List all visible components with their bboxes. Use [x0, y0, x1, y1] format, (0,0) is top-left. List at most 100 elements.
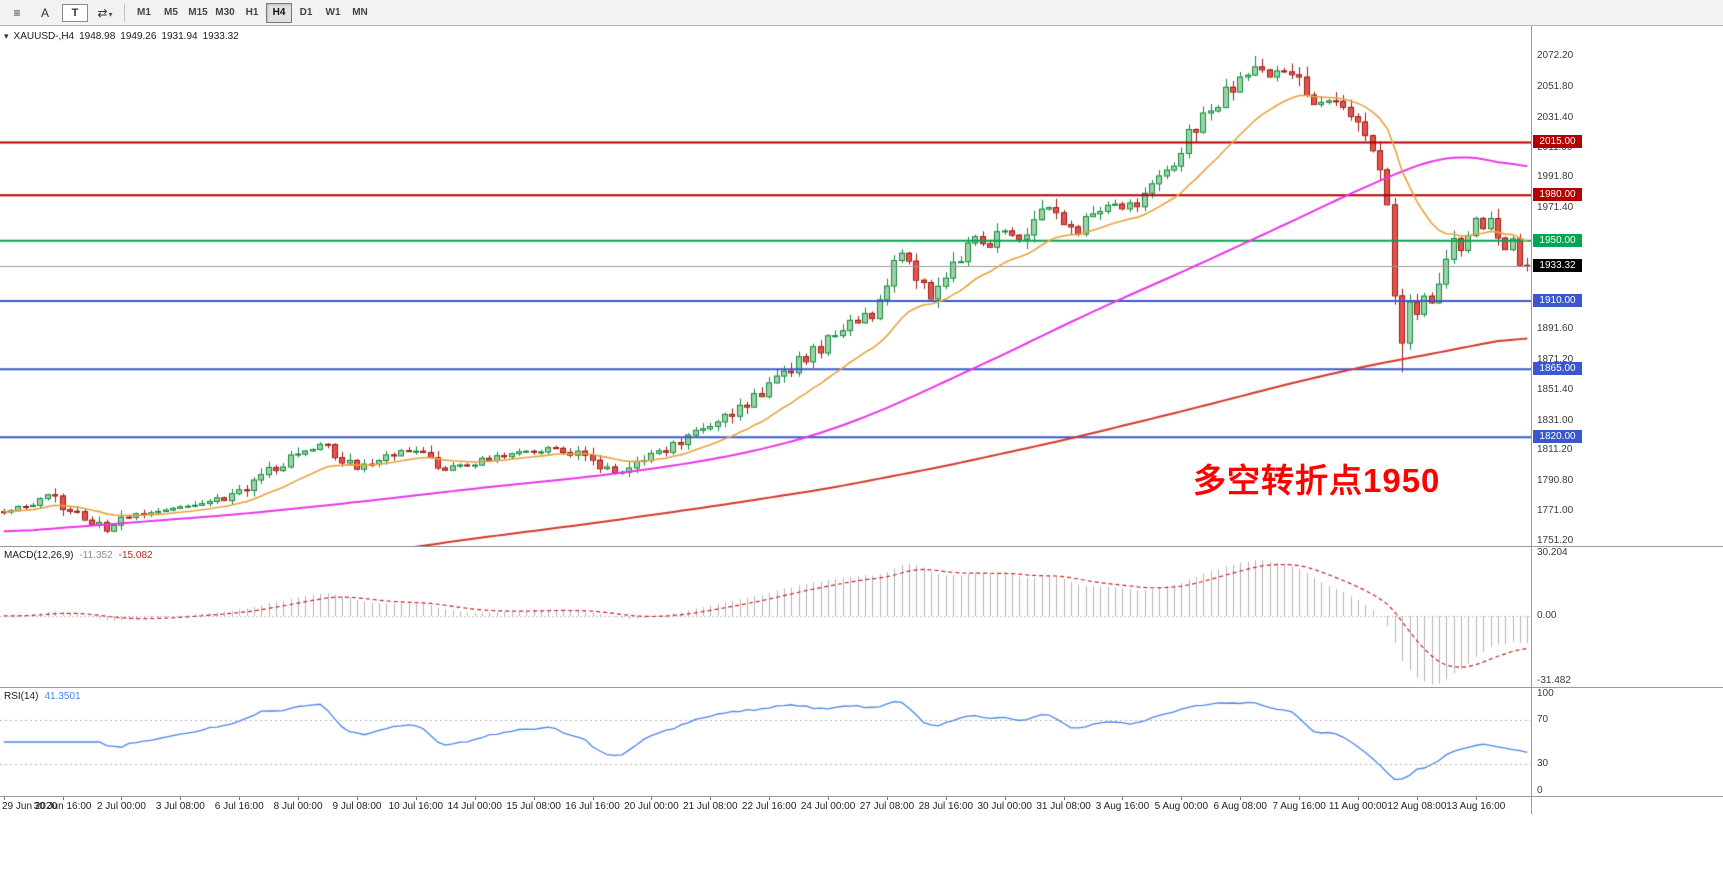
- hline-price-tag: 1820.00: [1533, 430, 1582, 444]
- timeframe-button-h1[interactable]: H1: [245, 6, 259, 18]
- timeframe-button-group: M1 M5 M15 M30 H1 H4 D1 W1 MN: [131, 2, 373, 23]
- time-tick-mark: [651, 797, 652, 800]
- time-tick-mark: [887, 797, 888, 800]
- time-tick-mark: [1358, 797, 1359, 800]
- tool-icon-group: ≡ A T ⇄▾: [4, 2, 118, 24]
- time-tick-mark: [593, 797, 594, 800]
- price-axis-label: 2072.20: [1537, 49, 1574, 61]
- hline-price-tag: 2015.00: [1533, 135, 1582, 149]
- price-axis-label: 1871.20: [1537, 353, 1574, 365]
- time-axis-label: 22 Jul 16:00: [741, 801, 797, 812]
- timeframe-button-w1[interactable]: W1: [325, 6, 341, 18]
- time-axis-label: 3 Aug 16:00: [1095, 801, 1150, 812]
- rsi-plot: RSI(14) 41.3501: [0, 688, 1531, 796]
- annotate-a-tool[interactable]: A: [40, 5, 49, 20]
- time-axis-label: 13 Aug 16:00: [1446, 801, 1506, 812]
- dropdown-caret-icon: ▾: [108, 9, 113, 19]
- cycle-symbols-tool[interactable]: ⇄▾: [97, 5, 113, 20]
- timeframe-button-h4[interactable]: H4: [266, 2, 292, 23]
- time-tick-mark: [416, 797, 417, 800]
- time-tick-mark: [63, 797, 64, 800]
- price-axis-label: 1811.20: [1537, 444, 1573, 456]
- time-axis-corner: [1531, 797, 1723, 814]
- price-axis-label: 1971.40: [1537, 202, 1574, 214]
- time-tick-mark: [298, 797, 299, 800]
- rsi-value: 41.3501: [44, 691, 81, 702]
- macd-axis[interactable]: 30.204 0.00 -31.482: [1531, 547, 1723, 687]
- time-axis-row: 29 Jun 2020 30 Jun 16:00 2 Jul 00:00 3 Jul …: [0, 796, 1723, 814]
- time-axis-label: 14 Jul 00:00: [447, 801, 503, 812]
- time-tick-mark: [239, 797, 240, 800]
- time-axis-label: 24 Jul 00:00: [800, 801, 856, 812]
- macd-axis-label: 30.204: [1537, 547, 1568, 558]
- time-tick-mark: [946, 797, 947, 800]
- hline-price-tag: 1910.00: [1533, 294, 1582, 308]
- time-axis-label: 7 Aug 16:00: [1272, 801, 1326, 812]
- collapse-arrow-icon[interactable]: ▾: [4, 31, 9, 41]
- time-axis-label: 15 Jul 08:00: [506, 801, 561, 812]
- macd-indicator-label: MACD(12,26,9) -11.352 -15.082: [4, 550, 159, 561]
- quote-close: 1933.32: [202, 31, 239, 42]
- main-chart-row: ▾ XAUUSD-,H4 1948.98 1949.26 1931.94 1933.32 …: [0, 26, 1723, 546]
- time-tick-mark: [710, 797, 711, 800]
- time-axis-label: 21 Jul 08:00: [683, 801, 738, 812]
- time-tick-mark: [357, 797, 358, 800]
- time-axis-label: 10 Jul 16:00: [388, 801, 444, 812]
- time-tick-mark: [828, 797, 829, 800]
- price-axis-label: 1831.00: [1537, 414, 1574, 426]
- main-chart-plot: ▾ XAUUSD-,H4 1948.98 1949.26 1931.94 1933.32 …: [0, 26, 1531, 546]
- macd-canvas[interactable]: [0, 547, 1531, 687]
- time-axis-label: 12 Aug 08:00: [1387, 801, 1447, 812]
- rsi-name: RSI(14): [4, 691, 39, 702]
- empty-area: [0, 814, 1723, 892]
- current-price-tag: 1933.32: [1533, 258, 1582, 272]
- rsi-indicator-label: RSI(14) 41.3501: [4, 691, 87, 702]
- price-axis[interactable]: 2072.202051.802031.402011.001991.801971.…: [1531, 26, 1723, 546]
- rsi-axis-label: 30: [1537, 757, 1549, 769]
- price-axis-label: 1851.40: [1537, 383, 1574, 395]
- time-axis-label: 2 Jul 00:00: [96, 801, 146, 812]
- macd-panel-row: MACD(12,26,9) -11.352 -15.082 30.204 0.00 -3…: [0, 546, 1723, 687]
- chart-window-icon[interactable]: ≡: [13, 5, 21, 20]
- rsi-axis-label: 0: [1537, 785, 1543, 796]
- time-axis-label: 11 Aug 00:00: [1328, 801, 1388, 812]
- time-axis-label: 16 Jul 16:00: [565, 801, 620, 812]
- time-axis-label: 27 Jul 08:00: [859, 801, 915, 812]
- macd-name: MACD(12,26,9): [4, 550, 74, 561]
- time-axis-label: 6 Aug 08:00: [1213, 801, 1267, 812]
- macd-main-value: -11.352: [79, 550, 113, 561]
- rsi-panel-row: RSI(14) 41.3501 100 70 30 0: [0, 687, 1723, 796]
- rsi-axis-label: 100: [1537, 688, 1554, 699]
- timeframe-button-m15[interactable]: M15: [188, 6, 208, 18]
- quote-open: 1948.98: [79, 31, 116, 42]
- time-tick-mark: [475, 797, 476, 800]
- time-axis-label: 8 Jul 00:00: [273, 801, 323, 812]
- text-tool[interactable]: T: [62, 3, 88, 22]
- time-tick-mark: [769, 797, 770, 800]
- macd-signal-value: -15.082: [118, 550, 153, 561]
- quote-high: 1949.26: [120, 31, 157, 42]
- time-axis-label: 6 Jul 16:00: [214, 801, 264, 812]
- macd-axis-label: -31.482: [1537, 675, 1571, 686]
- time-axis[interactable]: 29 Jun 2020 30 Jun 16:00 2 Jul 00:00 3 Jul …: [0, 797, 1531, 814]
- timeframe-button-d1[interactable]: D1: [299, 6, 313, 18]
- macd-axis-label: 0.00: [1537, 609, 1557, 621]
- timeframe-button-m5[interactable]: M5: [164, 6, 178, 18]
- timeframe-button-mn[interactable]: MN: [352, 6, 368, 18]
- rsi-axis[interactable]: 100 70 30 0: [1531, 688, 1723, 796]
- price-axis-label: 2051.80: [1537, 80, 1574, 92]
- chart-quote-line: ▾ XAUUSD-,H4 1948.98 1949.26 1931.94 1933.32: [4, 31, 244, 42]
- price-chart-canvas[interactable]: [0, 26, 1531, 546]
- symbol-timeframe-label: XAUUSD-,H4: [13, 31, 75, 42]
- toolbar-separator: [124, 3, 125, 22]
- price-axis-label: 1991.80: [1537, 171, 1574, 183]
- time-axis-label: 9 Jul 08:00: [332, 801, 382, 812]
- price-axis-label: 1891.60: [1537, 322, 1574, 334]
- timeframe-button-m30[interactable]: M30: [215, 6, 235, 18]
- rsi-canvas[interactable]: [0, 688, 1531, 796]
- time-axis-label: 3 Jul 08:00: [155, 801, 205, 812]
- timeframe-button-m1[interactable]: M1: [137, 6, 151, 18]
- chart-text-annotation: 多空转折点1950: [1193, 462, 1441, 499]
- hline-price-tag: 1865.00: [1533, 362, 1582, 376]
